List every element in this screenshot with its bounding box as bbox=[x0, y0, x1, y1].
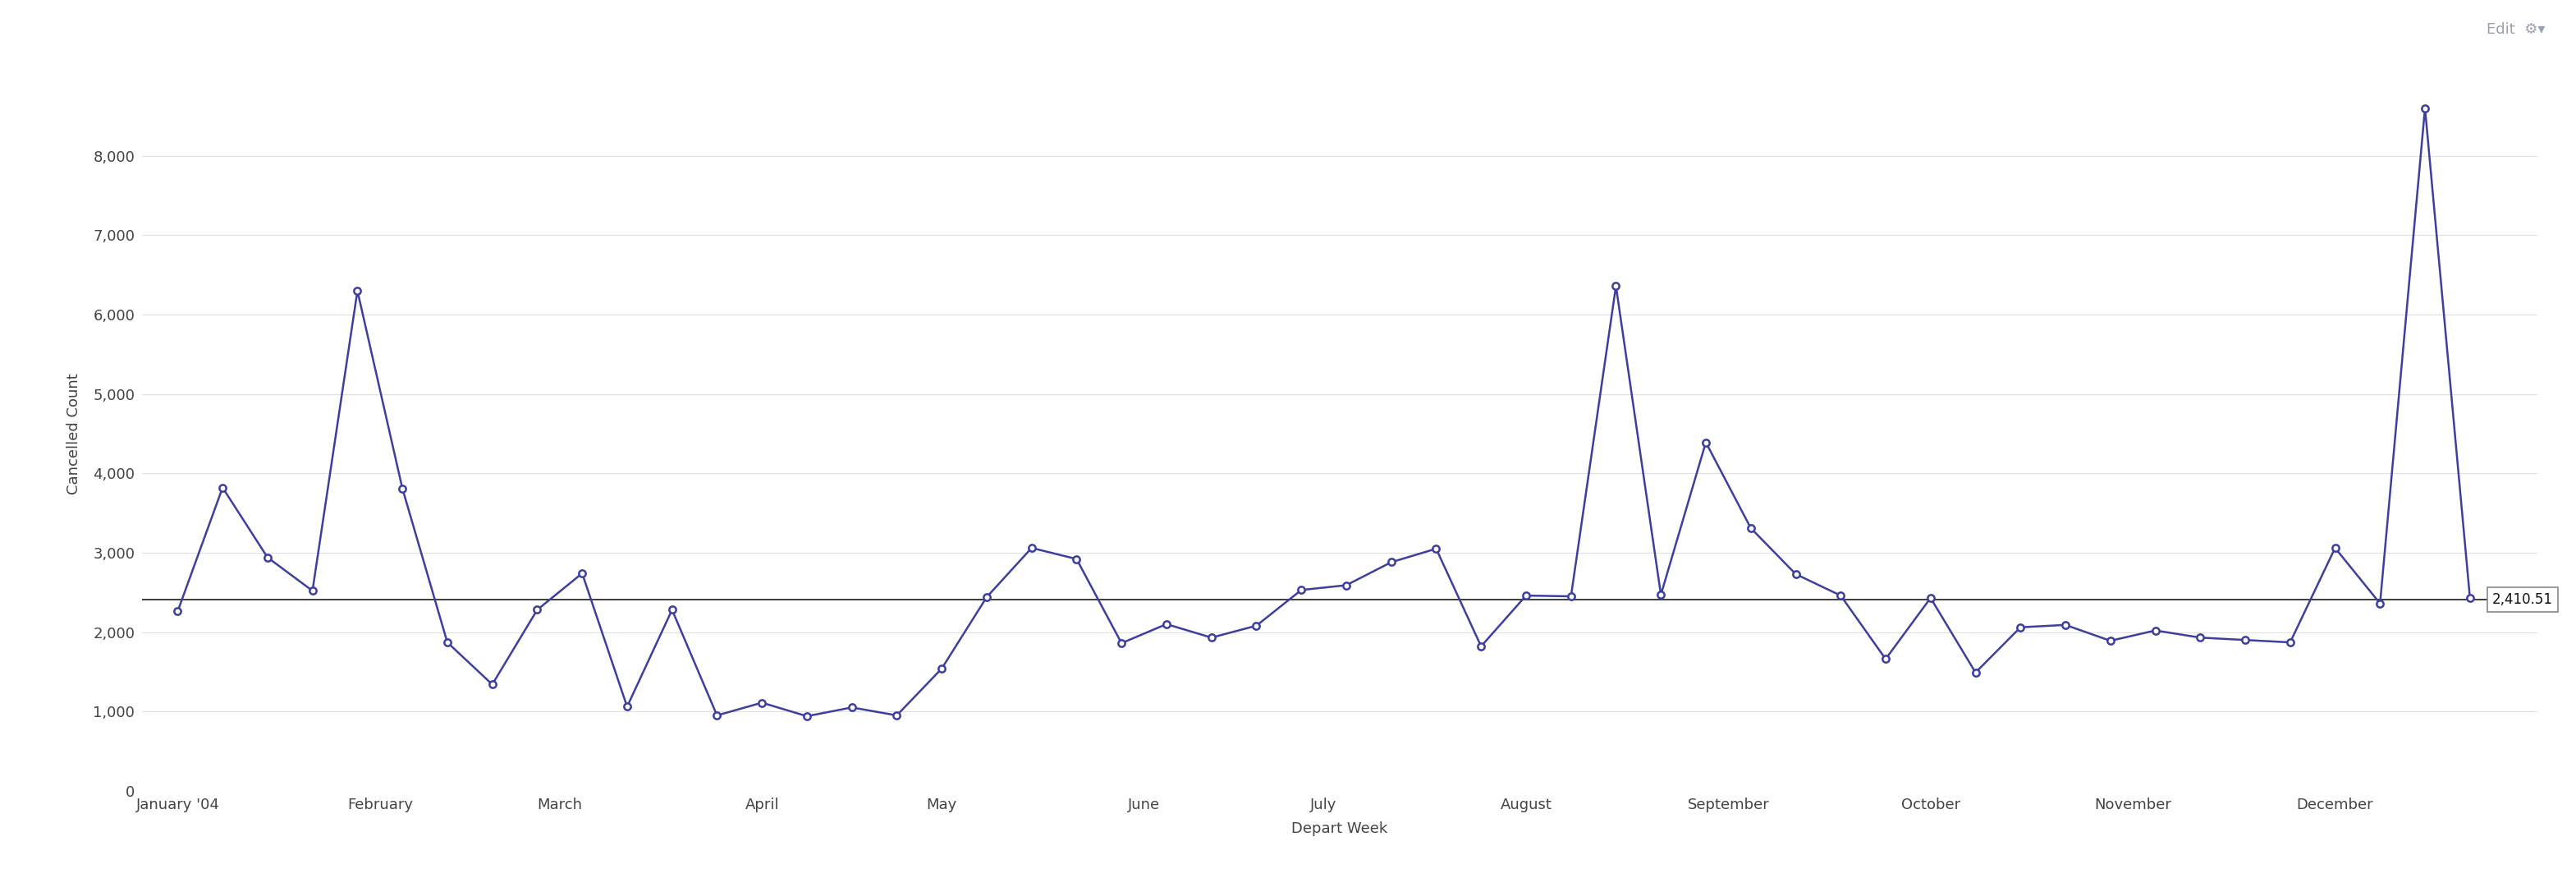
Text: ▼: ▼ bbox=[21, 22, 33, 37]
Text: Edit  ⚙▾: Edit ⚙▾ bbox=[2486, 22, 2545, 37]
X-axis label: Depart Week: Depart Week bbox=[1291, 821, 1388, 836]
Text: Visualization: Visualization bbox=[52, 22, 175, 37]
Text: 2,410.51: 2,410.51 bbox=[2494, 592, 2553, 607]
Y-axis label: Cancelled Count: Cancelled Count bbox=[67, 373, 82, 494]
